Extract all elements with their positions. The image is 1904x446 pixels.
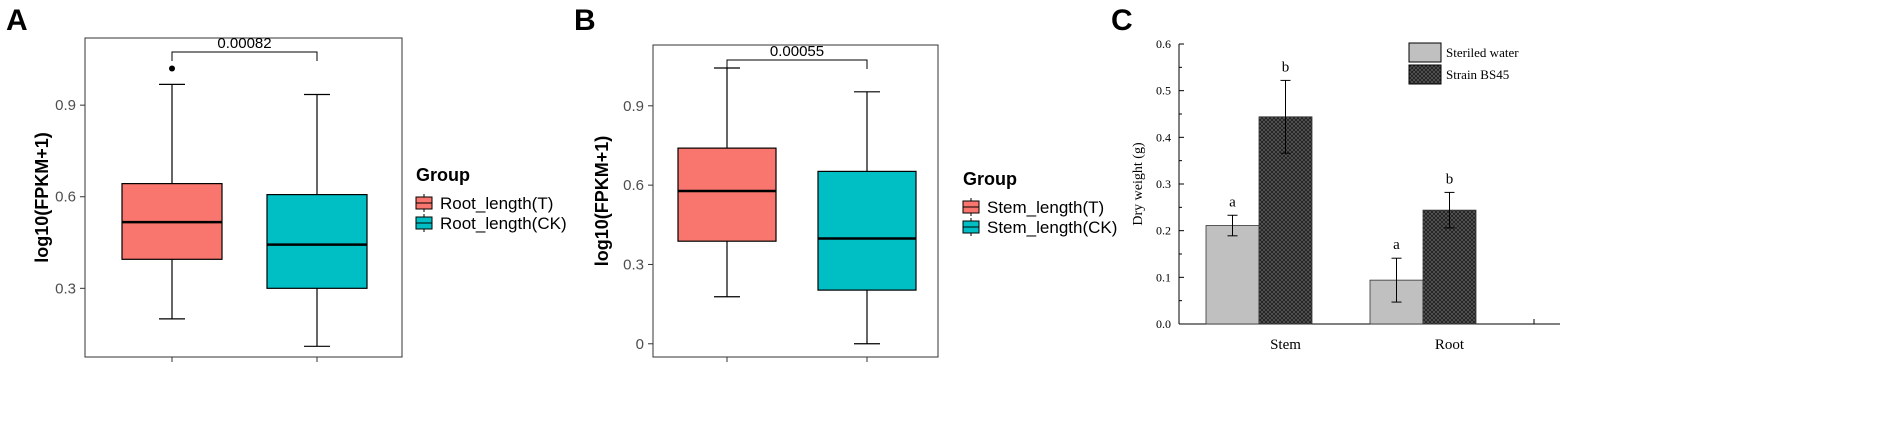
- legend-label: Root_length(CK): [440, 214, 567, 233]
- significance-bracket: [171, 51, 318, 61]
- bar: [1205, 225, 1260, 325]
- y-tick-label: 0.2: [1156, 224, 1171, 238]
- panel-a-boxplot: 0.3 0.6 0.9 log10(FPKM+1) Root_length(T)Root…: [32, 35, 567, 362]
- significance-letter: b: [1446, 171, 1454, 187]
- box-iqr: [266, 194, 368, 289]
- legend-label: Steriled water: [1446, 45, 1519, 60]
- significance-letter: b: [1282, 59, 1290, 75]
- y-tick-label: 0.3: [623, 256, 644, 273]
- outlier-point: [169, 65, 175, 72]
- panel-label-c: C: [1111, 4, 1133, 37]
- x-category-label: Root: [1435, 337, 1465, 353]
- y-tick-label: 0.6: [1156, 37, 1171, 51]
- legend-swatch: [1408, 64, 1442, 85]
- legend-label: Root_length(T): [440, 194, 553, 213]
- significance-bracket: [726, 59, 868, 69]
- y-tick-label: 0.6: [55, 189, 76, 206]
- p-value-label: 0.00055: [770, 43, 824, 60]
- panel-label-b: B: [574, 4, 596, 37]
- panel-b-boxplot: 0 0.3 0.6 0.9 log10(FPKM+1) Stem_length(T)Ste…: [592, 43, 1117, 362]
- y-tick-label: 0.9: [623, 98, 644, 115]
- plot-frame: [84, 37, 403, 358]
- p-value-label: 0.00082: [217, 35, 271, 52]
- legend-title: Group: [963, 169, 1017, 189]
- plot-frame: [652, 44, 939, 358]
- panel-label-a: A: [6, 4, 28, 37]
- bar: [1422, 209, 1477, 325]
- legend-label: Strain BS45: [1446, 67, 1509, 82]
- y-axis-label: log10(FPKM+1): [32, 132, 52, 263]
- y-tick-label: 0: [636, 336, 644, 353]
- y-tick-label: 0.3: [55, 280, 76, 297]
- bar: [1258, 116, 1313, 325]
- y-tick-label: 0.9: [55, 97, 76, 114]
- legend-swatch: [1408, 42, 1442, 63]
- y-tick-label: 0.0: [1156, 317, 1171, 331]
- significance-letter: a: [1393, 237, 1400, 253]
- box-iqr: [677, 147, 777, 242]
- x-category-label: Stem: [1270, 337, 1301, 353]
- legend-label: Stem_length(T): [987, 198, 1104, 217]
- panel-c-barchart: 0.0 0.1 0.2 0.3 0.4 0.5 0.6 Dry weight (g) Stem R…: [1131, 37, 1560, 353]
- y-tick-label: 0.4: [1156, 130, 1171, 144]
- y-axis-label: log10(FPKM+1): [592, 136, 612, 267]
- y-tick-label: 0.3: [1156, 177, 1171, 191]
- y-tick-label: 0.1: [1156, 270, 1171, 284]
- y-axis-label: Dry weight (g): [1131, 142, 1146, 226]
- y-tick-label: 0.5: [1156, 84, 1171, 98]
- legend-label: Stem_length(CK): [987, 218, 1117, 237]
- legend-title: Group: [416, 165, 470, 185]
- box-iqr: [817, 170, 917, 291]
- y-tick-label: 0.6: [623, 177, 644, 194]
- significance-letter: a: [1229, 194, 1236, 210]
